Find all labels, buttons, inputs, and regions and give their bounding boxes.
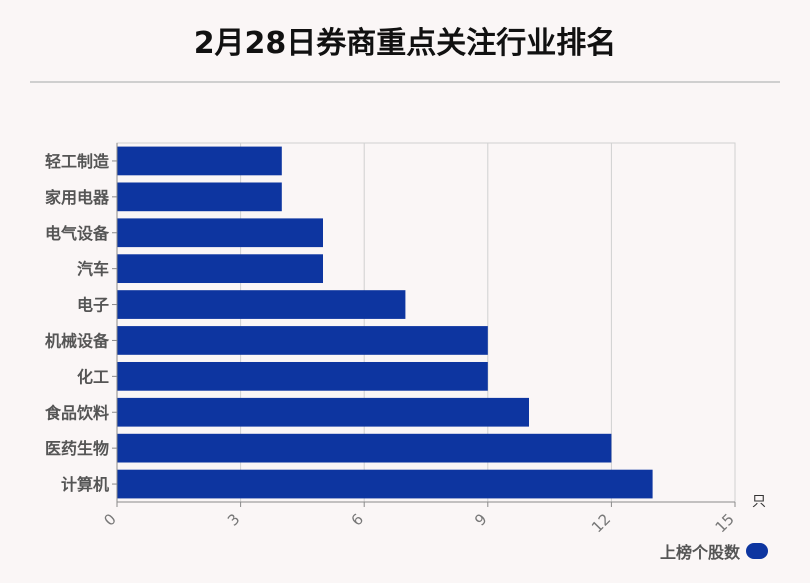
bar [117, 469, 653, 499]
bar [117, 433, 612, 463]
x-tick-label: 12 [588, 510, 614, 536]
category-label: 轻工制造 [45, 152, 110, 171]
chart-title: 2月28日券商重点关注行业排名 [193, 26, 617, 61]
x-tick-label: 3 [224, 510, 243, 529]
category-label: 食品饮料 [44, 403, 109, 422]
category-label: 电气设备 [45, 224, 110, 243]
category-label: 机械设备 [45, 331, 110, 350]
x-tick-label: 15 [712, 510, 738, 536]
bar [117, 290, 406, 319]
legend-swatch [746, 543, 768, 559]
x-tick-label: 6 [348, 510, 367, 529]
x-unit-label: 只 [752, 494, 766, 510]
bar [117, 397, 529, 427]
category-label: 化工 [77, 367, 109, 386]
bar [117, 182, 282, 212]
title-divider [30, 81, 780, 83]
bar [117, 326, 488, 355]
category-label: 汽车 [77, 260, 109, 279]
bar [117, 218, 323, 248]
bar [117, 254, 323, 284]
category-label: 家用电器 [45, 188, 110, 207]
category-label: 医药生物 [45, 439, 109, 458]
legend: 上榜个股数 [660, 539, 768, 563]
bar [117, 146, 282, 176]
x-tick-label: 9 [471, 510, 490, 529]
category-label: 计算机 [61, 475, 109, 494]
bar [117, 361, 488, 391]
x-tick-label: 0 [100, 510, 119, 529]
legend-label: 上榜个股数 [659, 543, 740, 562]
category-label: 电子 [77, 296, 109, 315]
